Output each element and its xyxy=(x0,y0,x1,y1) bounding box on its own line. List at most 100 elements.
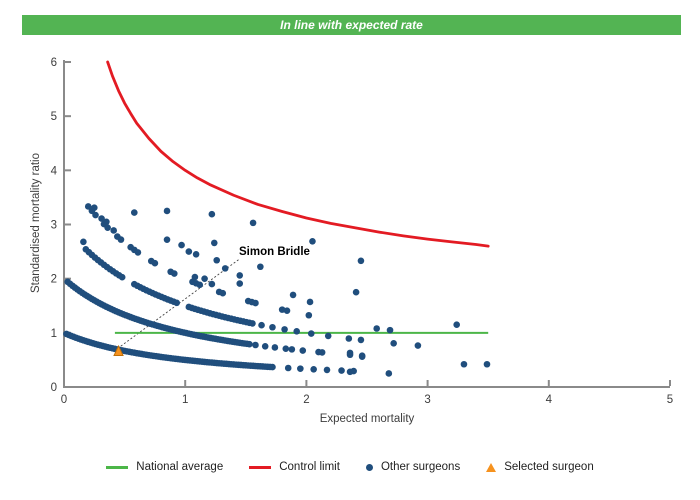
other-surgeon-point xyxy=(305,311,313,319)
other-surgeon-point xyxy=(261,342,269,350)
other-surgeon-point xyxy=(163,236,171,243)
other-surgeon-point xyxy=(483,360,491,368)
other-surgeon-point xyxy=(346,368,354,376)
other-surgeon-point xyxy=(130,209,138,216)
other-surgeon-point xyxy=(414,342,422,349)
other-surgeon-point xyxy=(269,323,276,331)
y-tick-label: 4 xyxy=(51,165,58,177)
x-tick-label: 5 xyxy=(667,394,673,406)
other-surgeon-point xyxy=(84,203,92,210)
y-tick-label: 3 xyxy=(51,220,57,232)
other-surgeon-point xyxy=(98,215,105,222)
other-surgeon-point xyxy=(80,238,87,246)
other-surgeon-point xyxy=(117,236,125,243)
other-surgeon-point xyxy=(318,349,326,356)
other-surgeon-point xyxy=(345,335,353,342)
other-surgeon-point xyxy=(219,289,227,297)
other-surgeon-point xyxy=(386,326,394,334)
other-surgeon-point xyxy=(269,363,276,371)
x-axis-title: Expected mortality xyxy=(319,413,415,425)
other-surgeon-point xyxy=(191,273,199,281)
other-surgeon-point xyxy=(271,344,279,351)
other-surgeon-point xyxy=(118,273,126,281)
other-surgeon-point xyxy=(249,320,256,327)
legend-label: Control limit xyxy=(279,461,340,473)
selected-surgeon-label: Simon Bridle xyxy=(239,246,310,258)
other-surgeon-point xyxy=(257,263,264,271)
other-surgeon-point xyxy=(236,272,244,279)
other-surgeon-point xyxy=(284,364,292,372)
other-surgeon-point xyxy=(297,365,304,372)
other-surgeon-point xyxy=(252,299,259,307)
y-tick-label: 5 xyxy=(51,111,57,123)
other-surgeon-point xyxy=(289,291,297,299)
other-surgeon-point xyxy=(281,326,288,333)
legend-item-other-surgeons: Other surgeons xyxy=(365,461,460,473)
control-limit-line-icon xyxy=(249,465,272,469)
legend-item-national-average: National average xyxy=(106,461,223,473)
other-surgeon-point xyxy=(163,207,171,215)
other-surgeon-point xyxy=(460,360,468,368)
other-surgeon-point xyxy=(338,367,345,374)
x-tick-label: 4 xyxy=(546,394,553,406)
legend-item-control-limit: Control limit xyxy=(249,461,340,473)
y-axis-title: Standardised mortality ratio xyxy=(30,153,42,293)
other-surgeon-point xyxy=(307,330,315,337)
legend: National average Control limit Other sur… xyxy=(0,461,700,473)
control-limit-curve xyxy=(106,60,490,248)
other-surgeon-point xyxy=(258,321,265,329)
legend-label: National average xyxy=(136,461,224,473)
other-surgeon-point xyxy=(178,241,185,249)
legend-label: Selected surgeon xyxy=(504,461,594,473)
x-tick-label: 2 xyxy=(303,394,309,406)
other-surgeon-point xyxy=(299,347,307,354)
x-tick-label: 1 xyxy=(182,394,188,406)
other-surgeon-point xyxy=(309,237,316,245)
y-tick-label: 2 xyxy=(51,274,57,286)
other-surgeon-point xyxy=(453,321,460,329)
national-average-line-icon xyxy=(106,465,129,469)
other-surgeon-point xyxy=(373,325,380,332)
other-surgeon-point xyxy=(390,340,397,347)
other-surgeon-point xyxy=(134,249,142,256)
other-surgeon-point xyxy=(246,340,253,348)
other-surgeon-point xyxy=(104,224,111,231)
other-surgeon-point xyxy=(306,298,314,306)
other-surgeon-point xyxy=(249,219,257,227)
other-surgeon-point xyxy=(208,280,216,288)
other-surgeon-point xyxy=(324,332,332,340)
other-surgeon-point xyxy=(252,341,259,349)
other-surgeon-point xyxy=(221,265,229,272)
other-surgeon-point xyxy=(91,204,98,212)
other-surgeon-point xyxy=(201,275,208,282)
other-surgeons-dot-icon xyxy=(365,463,373,471)
other-surgeon-point xyxy=(192,250,200,258)
other-surgeon-point xyxy=(213,256,221,264)
other-surgeon-point xyxy=(103,218,110,226)
other-surgeon-point xyxy=(185,248,193,255)
legend-item-selected-surgeon: Selected surgeon xyxy=(486,461,594,473)
x-tick-label: 0 xyxy=(61,394,67,406)
other-surgeon-point xyxy=(236,280,244,287)
other-surgeon-point xyxy=(357,336,365,344)
other-surgeon-point xyxy=(196,281,204,289)
other-surgeon-point xyxy=(293,328,301,335)
other-surgeon-point xyxy=(210,239,218,247)
other-surgeon-point xyxy=(358,353,366,360)
other-surgeon-point xyxy=(92,211,99,219)
other-surgeon-point xyxy=(173,299,181,307)
other-surgeon-point xyxy=(310,365,317,373)
other-surgeon-point xyxy=(346,349,354,357)
other-surgeon-point xyxy=(282,345,290,353)
x-tick-label: 3 xyxy=(424,394,430,406)
other-surgeon-point xyxy=(283,307,291,315)
other-surgeon-point xyxy=(323,366,331,374)
other-surgeon-point xyxy=(170,270,178,277)
selected-surgeon-point xyxy=(113,344,124,356)
y-tick-label: 1 xyxy=(51,328,57,340)
y-tick-label: 0 xyxy=(51,382,57,394)
other-surgeon-point xyxy=(357,257,365,265)
other-surgeon-point xyxy=(385,370,393,377)
